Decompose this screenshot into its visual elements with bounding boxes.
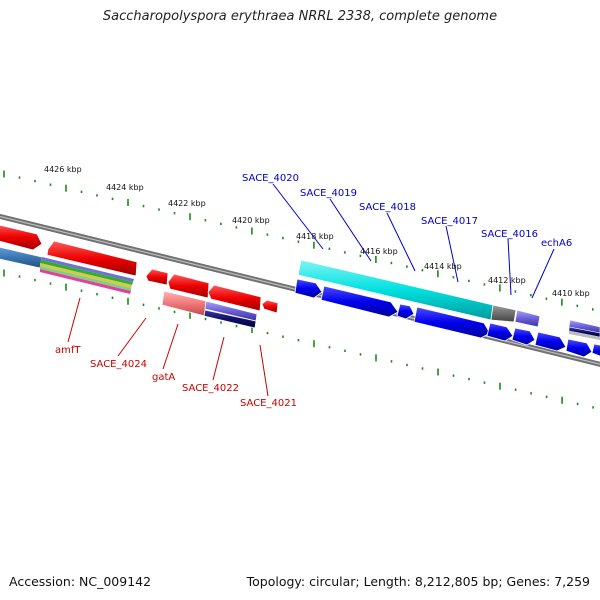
gene-feature[interactable] [413,306,491,339]
stripe-feature [40,269,131,294]
gene-feature[interactable] [46,240,138,277]
tick-label-4412: 4412 kbp [488,276,526,285]
forward-leader-lines [272,183,555,299]
gene-label-SACE_4024[interactable]: SACE_4024 [90,359,147,370]
gene-feature[interactable] [207,284,262,312]
gene-label-SACE_4020[interactable]: SACE_4020 [242,173,299,184]
tick-label-4416: 4416 kbp [360,247,398,256]
tick-label-4418: 4418 kbp [296,232,334,241]
gene-feature[interactable] [396,303,415,320]
feature-group-left [0,224,279,329]
map-title: Saccharopolyspora erythraea NRRL 2338, c… [102,9,498,24]
gene-feature[interactable] [0,246,43,269]
stripe-feature [40,263,132,288]
tick-label-4422: 4422 kbp [168,199,206,208]
genome-summary-text: Topology: circular; Length: 8,212,805 bp… [246,574,590,589]
gene-label-SACE_4022[interactable]: SACE_4022 [182,383,239,394]
stripe-feature [41,257,134,282]
reverse-leader-lines [67,297,269,397]
tick-label-4420: 4420 kbp [232,216,270,225]
gene-feature[interactable] [569,331,600,340]
tick-label-4410: 4410 kbp [552,289,590,298]
tick-label-4426: 4426 kbp [44,165,82,174]
gene-feature[interactable] [511,327,536,346]
gene-label-SACE_4019[interactable]: SACE_4019 [300,188,357,199]
gene-label-echA6[interactable]: echA6 [541,238,572,249]
gene-feature[interactable] [261,299,279,314]
lower-tick-row [3,269,594,409]
gene-feature[interactable] [490,304,517,323]
gene-feature[interactable] [534,331,567,352]
gene-feature[interactable] [591,343,600,358]
upper-tick-row [3,170,594,311]
gene-feature[interactable] [486,322,514,342]
gene-feature[interactable] [320,285,399,318]
gene-label-gatA[interactable]: gatA [152,372,175,383]
feature-group-right [294,259,600,358]
gene-label-amfT[interactable]: amfT [55,345,81,356]
gene-feature[interactable] [568,319,600,334]
stripe-feature [40,260,133,285]
accession-text: Accession: NC_009142 [9,574,152,589]
gene-feature[interactable] [203,309,257,329]
gene-label-SACE_4018[interactable]: SACE_4018 [359,202,416,213]
gene-label-SACE_4016[interactable]: SACE_4016 [481,229,538,240]
gene-feature[interactable] [145,268,169,286]
gene-feature[interactable] [514,309,541,328]
gene-label-SACE_4021[interactable]: SACE_4021 [240,398,297,409]
gene-feature[interactable] [568,326,600,338]
gene-feature[interactable] [294,278,323,299]
tick-label-4424: 4424 kbp [106,183,144,192]
gene-feature[interactable] [167,273,210,299]
gene-label-SACE_4017[interactable]: SACE_4017 [421,216,478,227]
gene-feature[interactable] [565,338,593,358]
stripe-feature [40,266,131,291]
tick-label-4414: 4414 kbp [424,262,462,271]
gene-feature[interactable] [0,224,43,251]
